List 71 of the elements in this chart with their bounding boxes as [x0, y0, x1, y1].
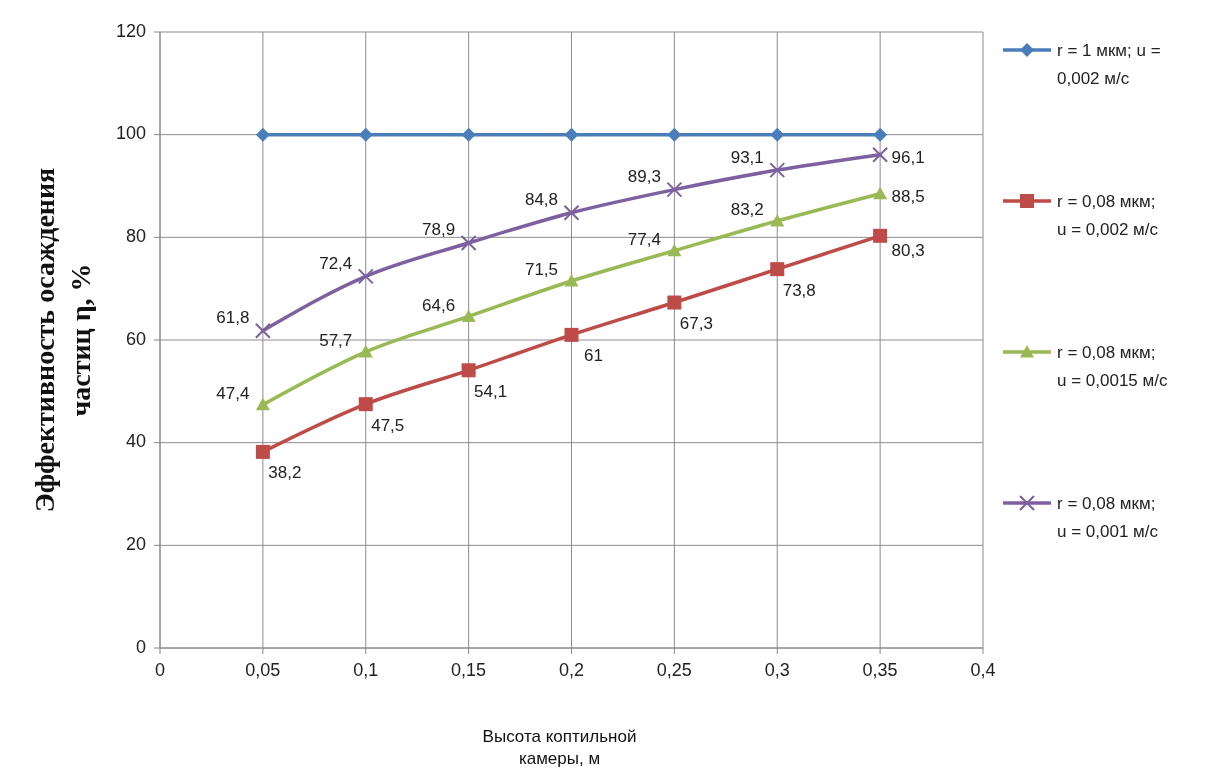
point [563, 204, 580, 221]
point [769, 162, 786, 179]
data-label: 88,5 [891, 187, 925, 207]
legend-label: r = 0,08 мкм; u = 0,001 м/с [1057, 494, 1159, 541]
y-tick-label: 0 [135, 636, 146, 657]
point [770, 262, 785, 277]
point [460, 234, 477, 251]
point [358, 397, 373, 412]
data-label: 71,5 [524, 260, 559, 280]
data-label: 47,4 [216, 384, 250, 404]
y-tick-label: 20 [125, 534, 146, 555]
point [667, 127, 682, 142]
legend-label: r = 0,08 мкм; u = 0,002 м/с [1057, 192, 1159, 239]
point [357, 268, 374, 285]
point [358, 127, 373, 142]
data-label: 96,1 [891, 148, 925, 168]
data-label: 54,1 [474, 381, 508, 401]
point [461, 127, 476, 142]
data-label: 57,7 [319, 331, 353, 351]
point [872, 146, 889, 163]
data-label: 38,2 [268, 463, 302, 483]
data-label: 67,3 [679, 314, 713, 334]
y-axis-title: Эффективность осаждения частиц η, % [29, 167, 96, 513]
x-tick-label: 0,15 [451, 660, 487, 680]
point [564, 327, 579, 342]
x-tick-label: 0,35 [862, 660, 898, 680]
data-label: 80,3 [891, 241, 925, 261]
data-label: 72,4 [319, 253, 353, 273]
point [873, 186, 888, 200]
x-tick-label: 0,25 [656, 660, 692, 680]
point [461, 363, 476, 378]
x-tick-label: 0,4 [970, 660, 996, 680]
point [666, 181, 683, 198]
point [255, 127, 270, 142]
y-tick-label: 40 [125, 431, 146, 452]
point [873, 228, 888, 243]
y-tick-label: 60 [125, 328, 146, 349]
data-label: 89,3 [627, 167, 661, 187]
point [873, 127, 888, 142]
data-label: 73,8 [782, 280, 816, 300]
data-label: 83,2 [730, 200, 764, 220]
data-label: 64,6 [422, 295, 456, 315]
x-axis-title: Высота коптильной камеры, м [482, 727, 637, 768]
data-label: 47,5 [371, 415, 405, 435]
point [358, 344, 373, 358]
data-label: 84,8 [524, 190, 559, 210]
point [564, 273, 579, 287]
point [770, 127, 785, 142]
data-label: 93,1 [730, 147, 764, 167]
y-tick-label: 100 [115, 123, 146, 144]
x-tick-label: 0,05 [245, 660, 281, 680]
x-tick-label: 0,3 [764, 660, 790, 680]
data-label: 61,8 [216, 308, 250, 328]
point [770, 213, 785, 227]
point [461, 309, 476, 322]
y-tick-label: 120 [115, 20, 146, 41]
point [564, 127, 579, 142]
data-label: 78,9 [422, 220, 456, 240]
legend-label: r = 1 мкм; u = 0,002 м/с [1057, 41, 1161, 88]
point [255, 397, 270, 411]
x-tick-label: 0 [154, 660, 166, 680]
legend-label: r = 0,08 мкм; u = 0,0015 м/с [1057, 343, 1168, 390]
y-tick-label: 80 [125, 226, 146, 247]
data-label: 77,4 [627, 230, 661, 250]
point [254, 322, 271, 339]
x-tick-label: 0,1 [353, 660, 379, 680]
x-tick-label: 0,2 [558, 660, 585, 680]
data-label: 61 [584, 346, 603, 366]
point [667, 243, 682, 257]
point [255, 444, 270, 459]
point [667, 295, 682, 310]
